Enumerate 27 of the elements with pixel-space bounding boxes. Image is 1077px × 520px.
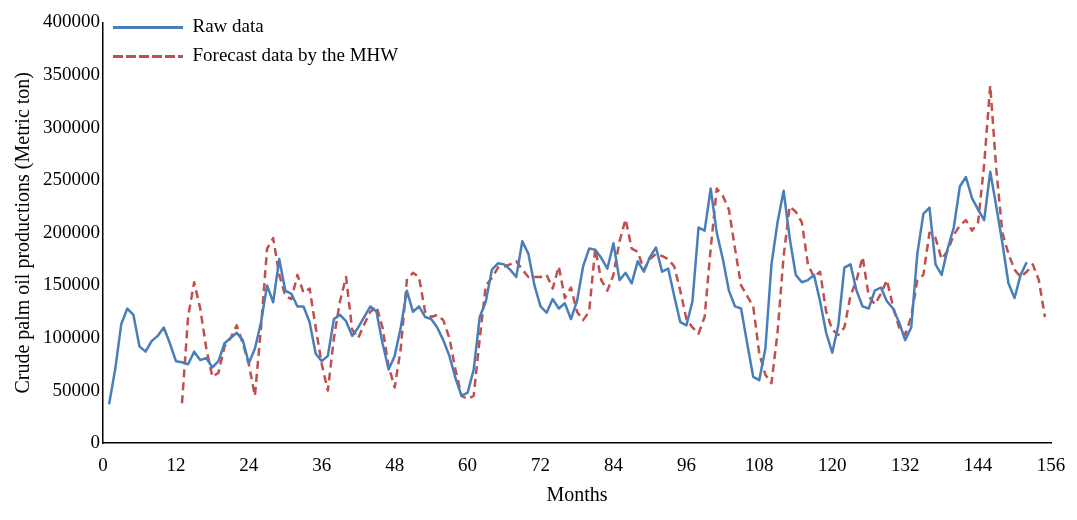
y-tick-label: 250000 — [43, 168, 100, 190]
x-tick-label: 36 — [312, 453, 332, 475]
x-tick-label: 132 — [890, 453, 920, 475]
y-tick-label: 350000 — [43, 62, 100, 84]
y-tick-label: 150000 — [43, 273, 100, 295]
x-tick-label: 84 — [603, 453, 624, 475]
x-tick-label: 156 — [1036, 453, 1066, 475]
x-tick-label: 108 — [745, 453, 774, 475]
y-tick-label: 200000 — [43, 220, 100, 242]
legend-label: Forecast data by the MHW — [192, 44, 399, 66]
x-tick-label: 24 — [239, 453, 259, 475]
x-tick-label: 144 — [963, 453, 993, 475]
x-tick-label: 12 — [166, 453, 186, 475]
legend-label: Raw data — [192, 15, 265, 37]
x-tick-label: 72 — [531, 453, 551, 475]
y-tick-label: 300000 — [43, 115, 100, 137]
x-tick-label: 48 — [385, 453, 405, 475]
x-tick-label: 120 — [817, 453, 847, 475]
y-tick-label: 50000 — [52, 378, 100, 400]
y-tick-label: 100000 — [43, 325, 100, 347]
x-tick-label: 60 — [458, 453, 478, 475]
y-axis-title: Crude palm oil productions (Metric ton) — [11, 72, 35, 394]
y-tick-label: 400000 — [43, 10, 100, 32]
y-tick-label: 0 — [90, 431, 100, 453]
x-axis-title: Months — [546, 483, 608, 506]
x-tick-label: 96 — [676, 453, 696, 475]
line-series — [180, 84, 1047, 405]
